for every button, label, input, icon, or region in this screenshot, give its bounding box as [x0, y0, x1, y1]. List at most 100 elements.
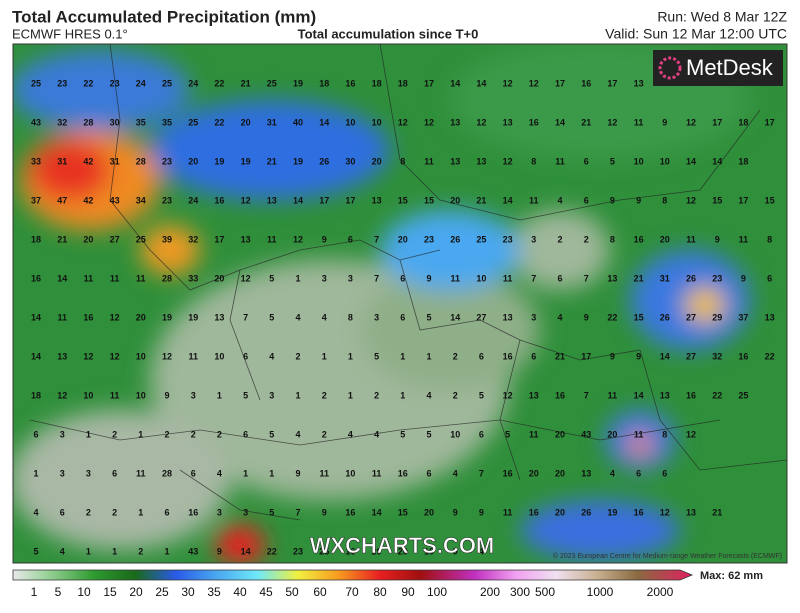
- map-value: 21: [634, 273, 644, 283]
- map-value: 18: [372, 78, 382, 88]
- map-value: 20: [529, 468, 539, 478]
- map-value: 22: [267, 546, 277, 556]
- map-value: 1: [217, 390, 222, 400]
- map-value: 10: [372, 117, 382, 127]
- colorbar-label: 30: [181, 585, 195, 599]
- map-value: 6: [479, 351, 484, 361]
- map-value: 11: [57, 312, 67, 322]
- map-value: 14: [712, 156, 722, 166]
- map-value: 6: [767, 273, 772, 283]
- map-value: 22: [214, 78, 224, 88]
- map-value: 9: [584, 312, 589, 322]
- map-value: 12: [241, 195, 251, 205]
- map-value: 12: [162, 351, 172, 361]
- map-value: 16: [581, 78, 591, 88]
- map-value: 13: [214, 312, 224, 322]
- map-value: 16: [634, 507, 644, 517]
- map-value: 21: [241, 78, 251, 88]
- map-value: 1: [269, 468, 274, 478]
- map-value: 1: [86, 546, 91, 556]
- map-value: 9: [662, 117, 667, 127]
- map-value: 4: [348, 429, 353, 439]
- colorbar-label: 90: [401, 585, 415, 599]
- map-value: 43: [110, 195, 120, 205]
- map-value: 15: [398, 195, 408, 205]
- map-value: 1: [33, 468, 38, 478]
- model: ECMWF HRES 0.1°: [12, 26, 128, 41]
- map-value: 26: [581, 507, 591, 517]
- map-value: 25: [476, 234, 486, 244]
- map-value: 12: [476, 117, 486, 127]
- map-value: 12: [503, 78, 513, 88]
- map-value: 17: [712, 117, 722, 127]
- map-value: 33: [31, 156, 41, 166]
- map-value: 9: [322, 234, 327, 244]
- map-value: 26: [450, 234, 460, 244]
- colorbar-label: 15: [103, 585, 117, 599]
- map-value: 19: [607, 507, 617, 517]
- map-value: 28: [162, 273, 172, 283]
- map-value: 21: [555, 351, 565, 361]
- map-value: 20: [372, 156, 382, 166]
- map-value: 11: [188, 351, 198, 361]
- map-value: 23: [293, 546, 303, 556]
- map-value: 12: [110, 351, 120, 361]
- value-grid: 25 23 22 23 24 25 24 22 21 25 19 18 16 18 18 17 14 14 12 12…: [31, 78, 775, 556]
- map-value: 1: [86, 429, 91, 439]
- map-value: 31: [57, 156, 67, 166]
- map-value: 4: [33, 507, 38, 517]
- colorbar-label: 80: [373, 585, 387, 599]
- map-value: 20: [136, 312, 146, 322]
- colorbar-label: 300: [510, 585, 530, 599]
- map-value: 5: [269, 429, 274, 439]
- map-value: 2: [322, 390, 327, 400]
- map-value: 22: [214, 117, 224, 127]
- map-value: 11: [136, 273, 146, 283]
- logo: MetDesk: [686, 55, 774, 80]
- map-value: 16: [398, 468, 408, 478]
- map-value: 42: [83, 156, 93, 166]
- map-value: 6: [60, 507, 65, 517]
- map-value: 2: [322, 429, 327, 439]
- map-value: 6: [400, 312, 405, 322]
- map-value: 2: [86, 507, 91, 517]
- map-value: 20: [555, 507, 565, 517]
- title: Total Accumulated Precipitation (mm): [12, 7, 316, 26]
- map-value: 4: [374, 429, 379, 439]
- map-value: 13: [57, 351, 67, 361]
- map-value: 1: [400, 351, 405, 361]
- map-value: 15: [398, 507, 408, 517]
- colorbar-label: 45: [259, 585, 273, 599]
- map-value: 39: [162, 234, 172, 244]
- map-value: 11: [424, 156, 434, 166]
- map-value: 31: [660, 273, 670, 283]
- map-value: 14: [476, 78, 486, 88]
- colorbar-max: Max: 62 mm: [700, 570, 763, 582]
- map-value: 26: [319, 156, 329, 166]
- map-value: 27: [686, 351, 696, 361]
- map-value: 1: [322, 351, 327, 361]
- map-value: 25: [31, 78, 41, 88]
- map-value: 13: [634, 78, 644, 88]
- map-value: 25: [319, 546, 329, 556]
- map-value: 24: [188, 195, 198, 205]
- map-value: 17: [581, 351, 591, 361]
- map-value: 2: [112, 507, 117, 517]
- map-value: 20: [424, 507, 434, 517]
- map-value: 13: [450, 156, 460, 166]
- map-value: 9: [479, 507, 484, 517]
- map-value: 19: [162, 312, 172, 322]
- map-value: 14: [31, 351, 41, 361]
- map-value: 2: [453, 390, 458, 400]
- map-value: 28: [83, 117, 93, 127]
- map-value: 6: [584, 156, 589, 166]
- map-value: 11: [529, 429, 539, 439]
- map-value: 23: [110, 78, 120, 88]
- map-value: 12: [529, 78, 539, 88]
- map-value: 9: [217, 546, 222, 556]
- map-value: 28: [136, 156, 146, 166]
- map-value: 11: [686, 234, 696, 244]
- map-value: 11: [503, 507, 513, 517]
- map-value: 23: [424, 234, 434, 244]
